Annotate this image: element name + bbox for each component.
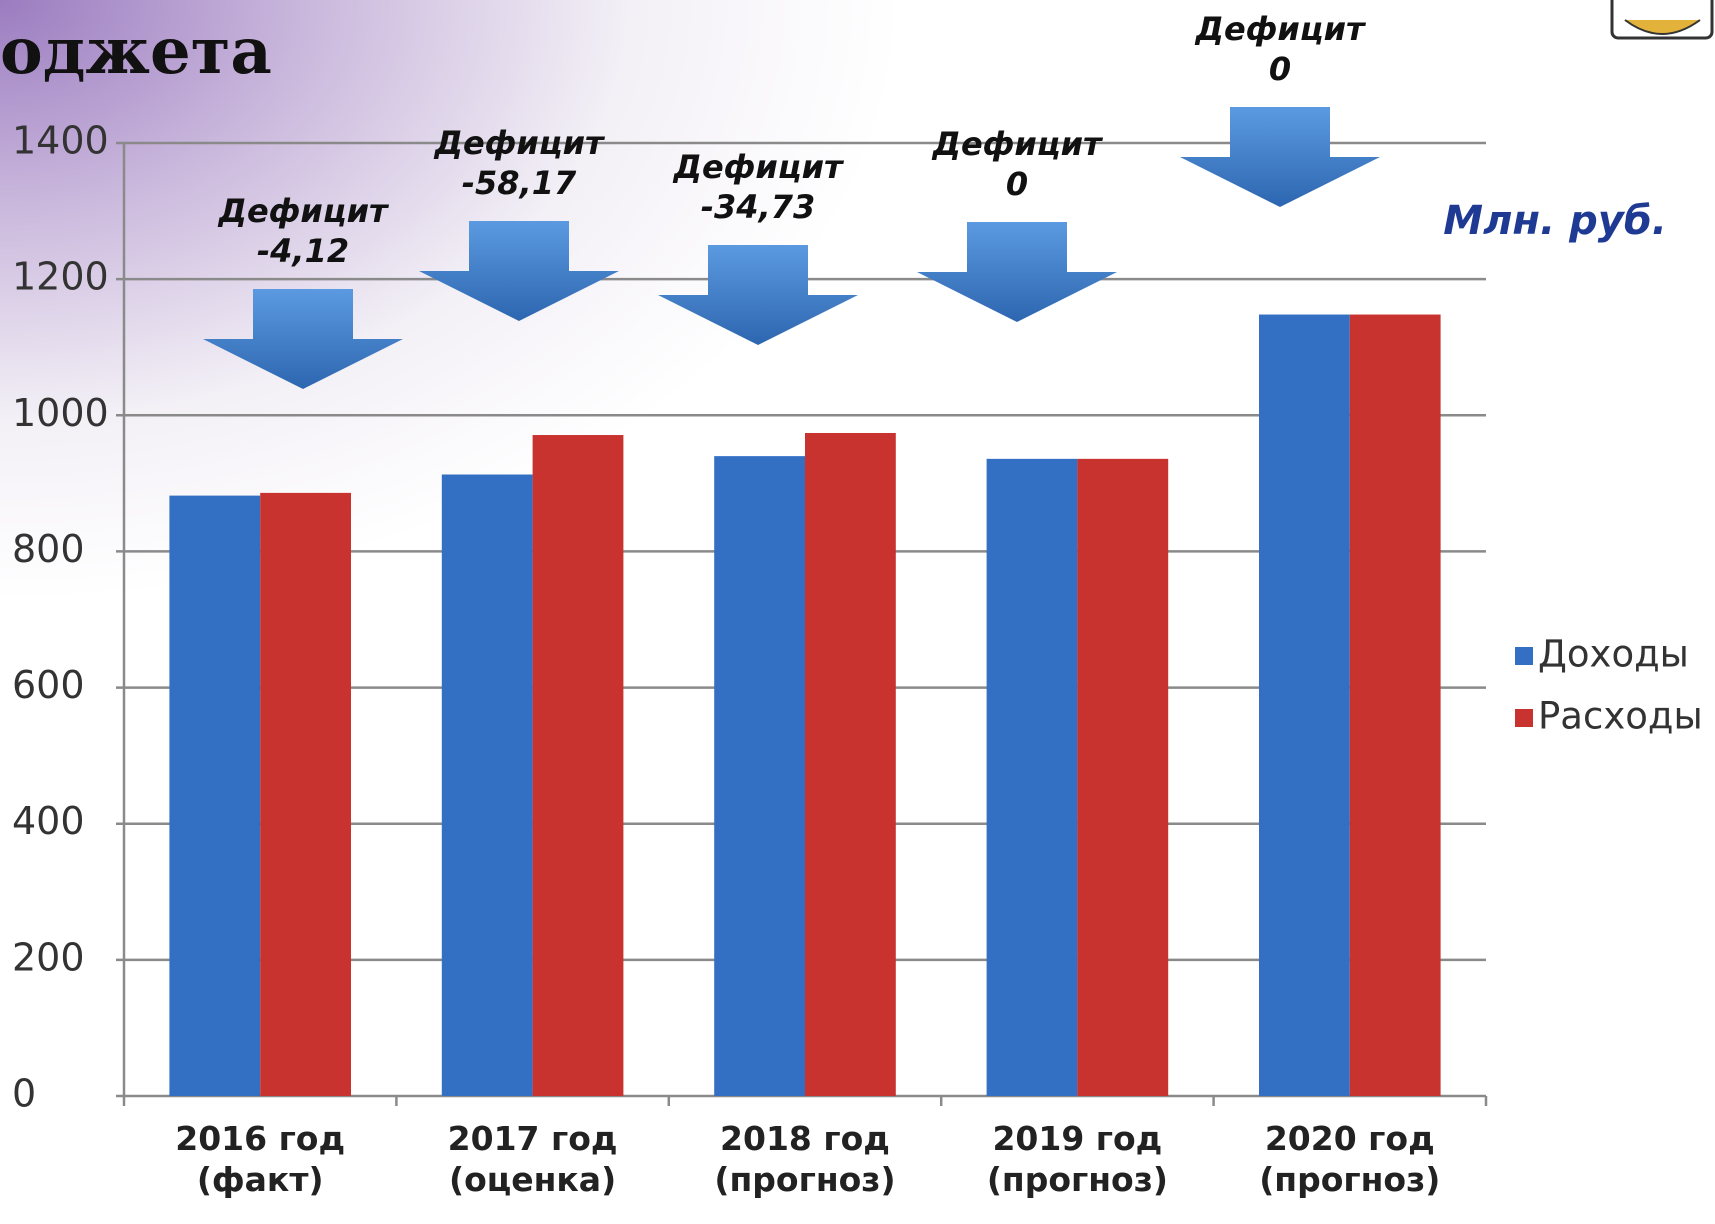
legend-swatch	[1515, 709, 1533, 727]
annotation: Дефицит 0	[932, 125, 1102, 203]
y-tick-label: 400	[12, 799, 85, 843]
arrow	[419, 221, 619, 321]
annotation: Дефицит -34,73	[673, 148, 843, 226]
bar	[805, 432, 896, 1097]
bar	[1259, 314, 1350, 1096]
legend-label: Доходы	[1538, 633, 1689, 676]
y-tick-label: 200	[12, 935, 85, 979]
x-tick-label: 2018 год (прогноз)	[714, 1119, 896, 1200]
emblem	[1610, 0, 1714, 40]
annotation: Дефицит -58,17	[434, 124, 604, 202]
y-tick-label: 800	[12, 527, 85, 571]
annotation: Дефицит -4,12	[218, 192, 388, 270]
y-tick-label: 1000	[12, 391, 109, 435]
y-tick-label: 0	[12, 1072, 36, 1116]
x-tick-label: 2017 год (оценка)	[447, 1119, 618, 1200]
legend-label: Расходы	[1538, 695, 1703, 738]
y-tick-label: 600	[12, 663, 85, 707]
bar	[986, 458, 1078, 1096]
y-tick-label: 1200	[12, 255, 109, 299]
unit-label: Млн. руб.	[1443, 198, 1667, 244]
arrow	[917, 222, 1117, 322]
arrow	[1180, 107, 1380, 207]
x-tick-label: 2019 год (прогноз)	[986, 1119, 1168, 1200]
arrow	[203, 289, 403, 389]
bar	[260, 492, 351, 1096]
annotation: Дефицит 0	[1195, 10, 1365, 88]
bar	[532, 435, 624, 1096]
bar	[169, 495, 261, 1096]
bar	[714, 456, 805, 1097]
bar	[1349, 314, 1441, 1096]
y-tick-label: 1400	[12, 119, 109, 163]
bar	[1077, 458, 1169, 1096]
x-tick-label: 2020 год (прогноз)	[1259, 1119, 1441, 1200]
arrow	[658, 245, 858, 345]
x-tick-label: 2016 год (факт)	[175, 1119, 346, 1200]
chart-title: оджета	[0, 14, 272, 89]
legend-swatch	[1515, 647, 1533, 665]
bar	[441, 474, 533, 1097]
